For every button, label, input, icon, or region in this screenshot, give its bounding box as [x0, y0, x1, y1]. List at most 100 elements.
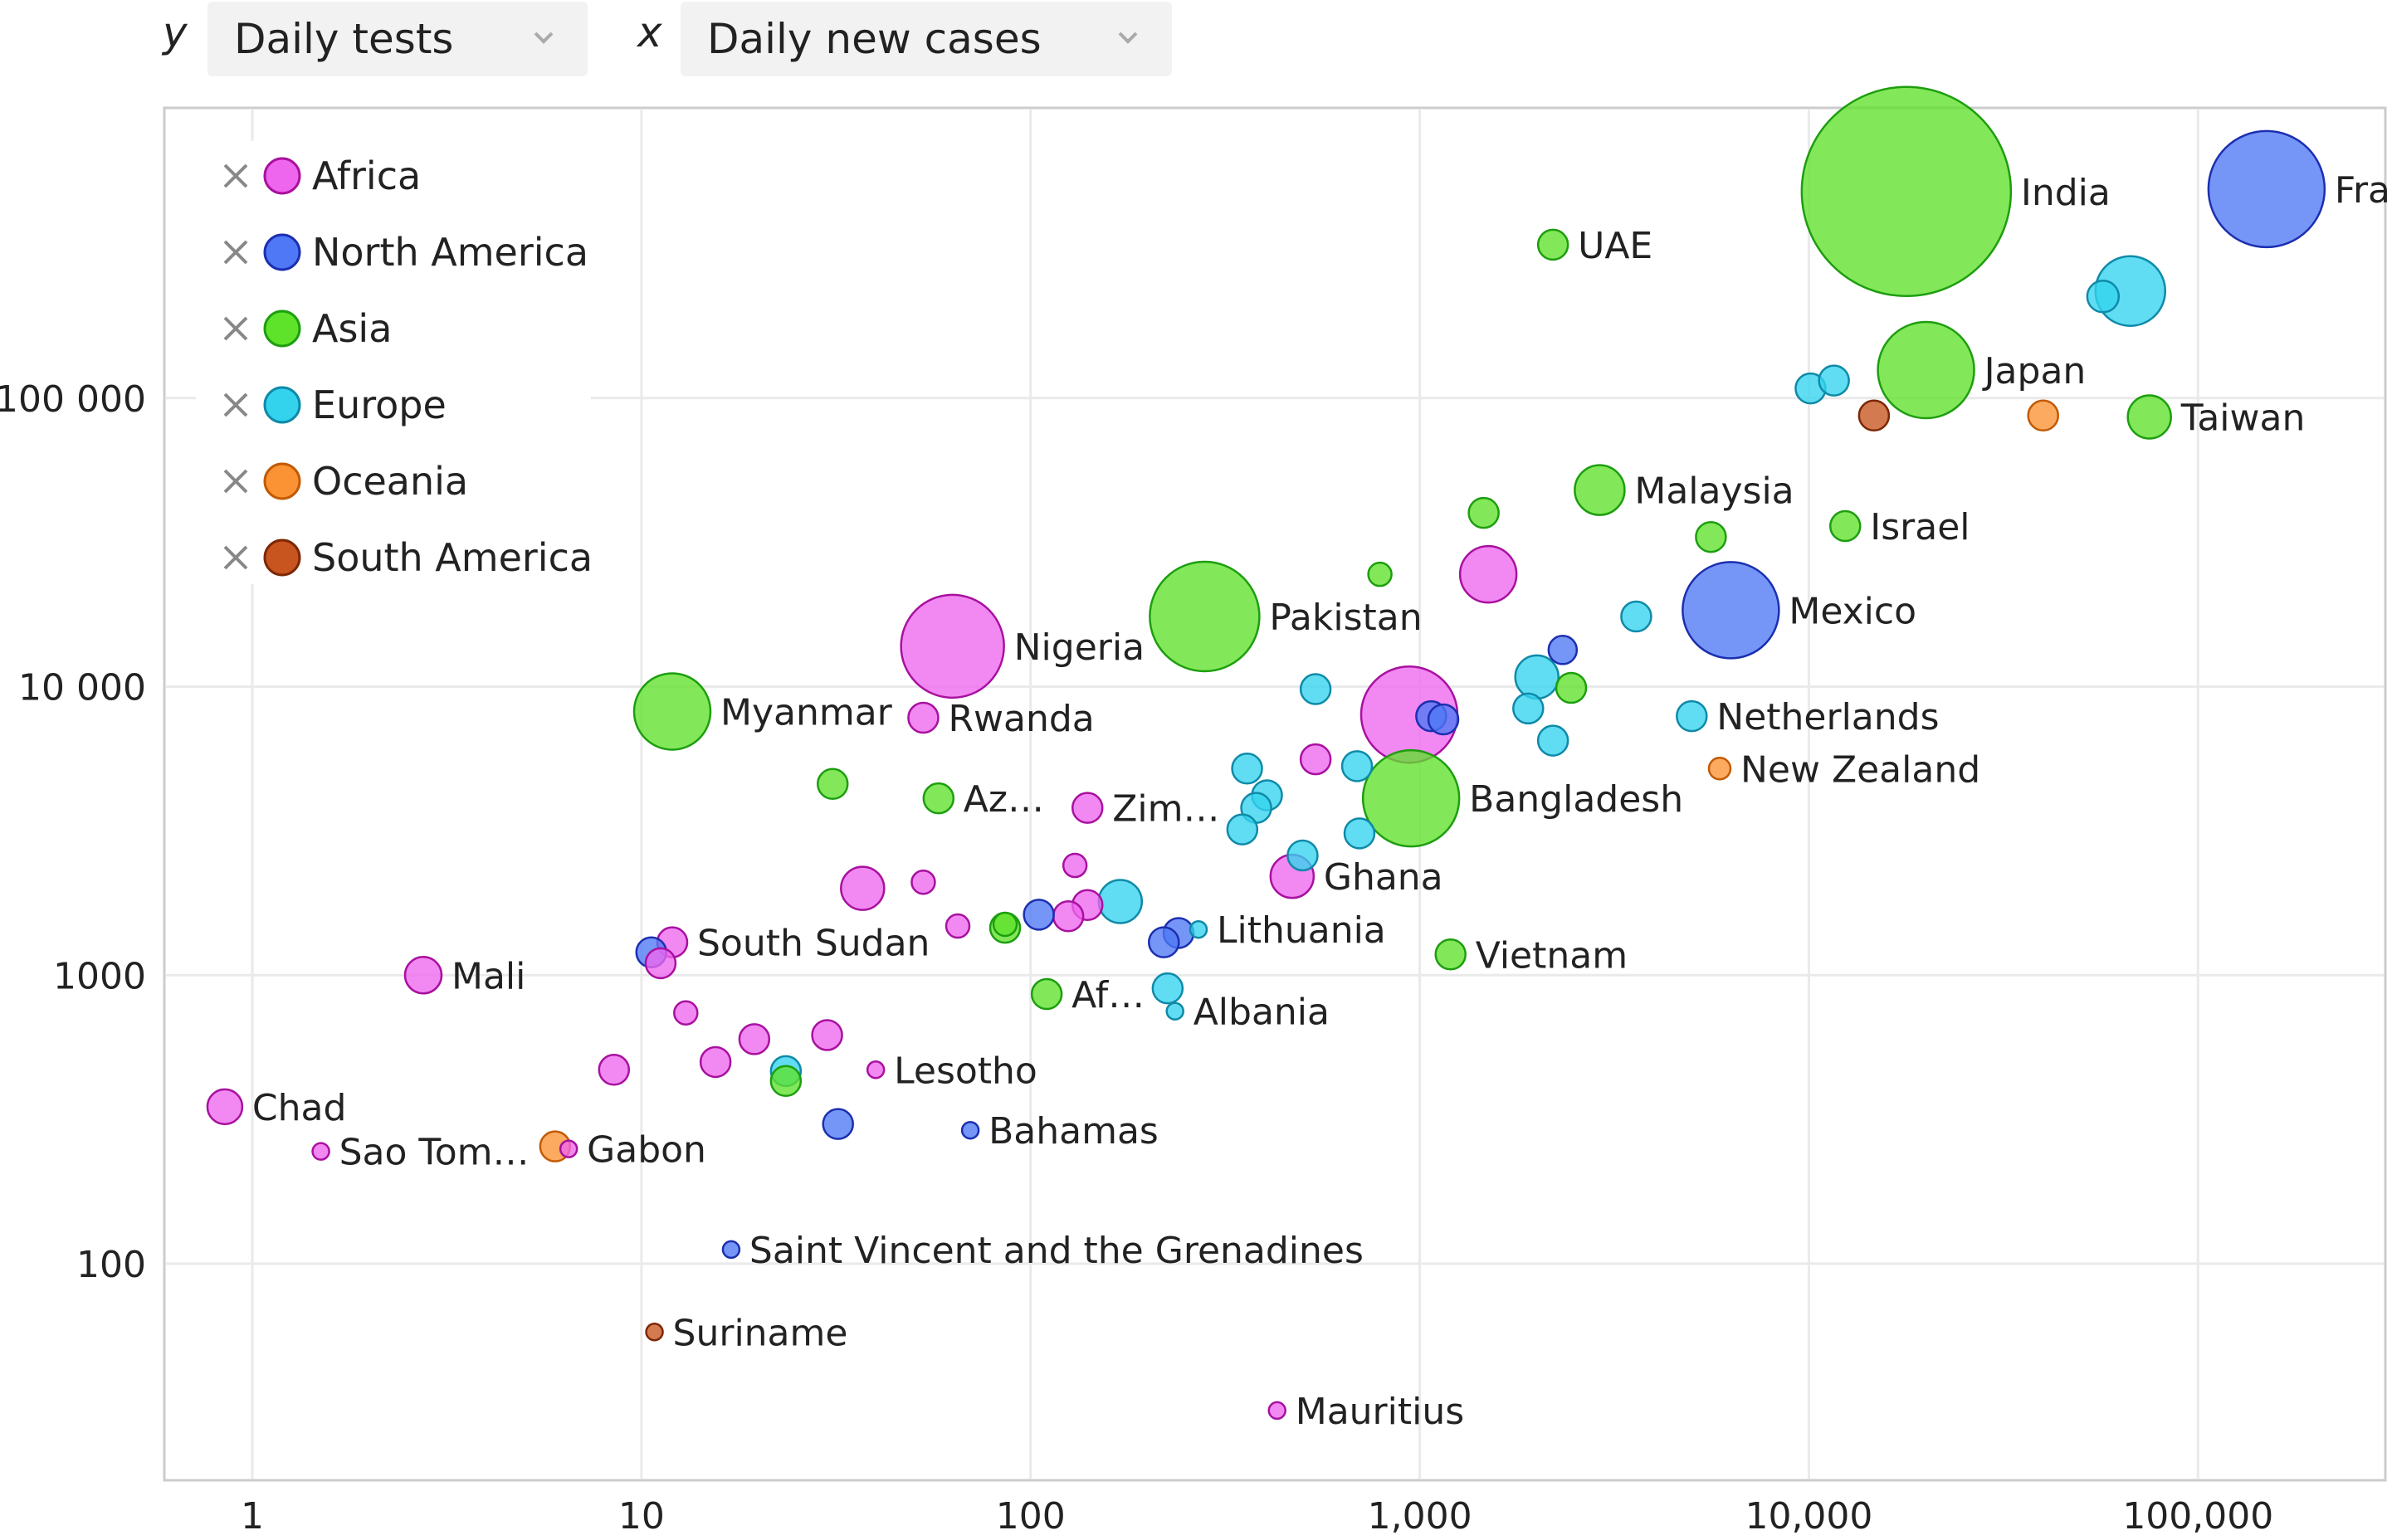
data-point[interactable] — [2086, 280, 2121, 314]
data-point[interactable] — [1514, 654, 1560, 700]
data-point[interactable] — [769, 1065, 803, 1097]
data-point[interactable] — [403, 956, 443, 995]
data-point[interactable] — [632, 672, 712, 751]
chevron-down-icon — [534, 32, 554, 44]
data-point[interactable] — [2126, 394, 2172, 440]
data-point[interactable] — [1707, 757, 1732, 781]
data-point[interactable] — [1555, 671, 1588, 704]
point-label: Albania — [1194, 992, 1330, 1034]
data-point[interactable] — [1427, 703, 1460, 736]
data-point[interactable] — [900, 593, 1005, 699]
data-point[interactable] — [992, 911, 1018, 938]
data-point[interactable] — [1267, 1401, 1286, 1421]
data-point[interactable] — [1877, 320, 1975, 420]
data-point[interactable] — [721, 1240, 741, 1260]
legend-item[interactable]: Oceania — [223, 459, 468, 504]
data-point[interactable] — [1226, 813, 1259, 846]
data-point[interactable] — [1547, 635, 1579, 665]
data-point[interactable] — [1857, 399, 1891, 432]
legend-label: South America — [312, 535, 593, 580]
data-point[interactable] — [206, 1088, 244, 1126]
point-label: Zim… — [1112, 788, 1219, 831]
data-point[interactable] — [1467, 496, 1500, 529]
data-point[interactable] — [960, 1120, 980, 1140]
data-point[interactable] — [1165, 1001, 1184, 1021]
data-point[interactable] — [910, 869, 936, 895]
data-point[interactable] — [922, 782, 955, 815]
point-label: Mexico — [1789, 590, 1916, 632]
data-point[interactable] — [699, 1045, 732, 1079]
data-point[interactable] — [1682, 561, 1780, 660]
data-point[interactable] — [1299, 743, 1332, 776]
close-icon — [223, 240, 248, 265]
data-point[interactable] — [311, 1142, 330, 1161]
data-point[interactable] — [1062, 852, 1088, 879]
data-point[interactable] — [945, 913, 971, 939]
data-point[interactable] — [1536, 228, 1569, 261]
data-point[interactable] — [1695, 520, 1727, 553]
data-point[interactable] — [1149, 560, 1261, 673]
data-point[interactable] — [2207, 129, 2326, 249]
data-point[interactable] — [1512, 692, 1545, 725]
data-point[interactable] — [1151, 972, 1184, 1005]
data-point[interactable] — [1030, 977, 1063, 1011]
data-point[interactable] — [645, 1323, 664, 1342]
data-point[interactable] — [1434, 938, 1467, 971]
data-point[interactable] — [1367, 561, 1393, 587]
point-label: Nigeria — [1014, 626, 1145, 669]
data-point[interactable] — [907, 701, 940, 734]
data-point[interactable] — [1620, 600, 1652, 633]
legend-label: Asia — [312, 306, 392, 351]
legend-item[interactable]: Europe — [223, 383, 447, 427]
x-tick-label: 10 — [618, 1495, 665, 1538]
data-point[interactable] — [840, 865, 886, 911]
data-point[interactable] — [673, 1000, 699, 1026]
data-point[interactable] — [1286, 839, 1319, 872]
data-point[interactable] — [1299, 673, 1332, 705]
data-point[interactable] — [1340, 750, 1374, 782]
data-point[interactable] — [738, 1023, 771, 1055]
y-tick-label: 100 — [76, 1244, 146, 1286]
data-point[interactable] — [1828, 509, 1862, 543]
point-label: France — [2335, 169, 2387, 212]
x-axis-ticks: 1 10 100 1,000 10,000 100,000 — [241, 1495, 2273, 1538]
y-axis-ticks: 100 1000 10 000 100 000 — [0, 378, 146, 1286]
data-point[interactable] — [1189, 919, 1208, 939]
legend-item[interactable]: Asia — [223, 306, 392, 351]
data-point[interactable] — [817, 768, 849, 801]
y-axis-dropdown[interactable]: Daily tests — [207, 2, 588, 76]
data-point[interactable] — [1536, 724, 1569, 757]
legend-item[interactable]: North America — [223, 230, 588, 275]
chart-point-labels: India France UAE Japan Taiwan Malaysia Israel P… — [252, 169, 2387, 1433]
point-label: Bahamas — [988, 1110, 1159, 1153]
data-point[interactable] — [644, 947, 677, 980]
legend-swatch — [263, 462, 301, 500]
data-point[interactable] — [811, 1019, 843, 1051]
x-tick-label: 100 — [996, 1495, 1066, 1538]
x-axis-dropdown-value: Daily new cases — [707, 15, 1042, 63]
legend-item[interactable]: Africa — [223, 154, 421, 198]
data-point[interactable] — [822, 1108, 854, 1140]
data-point[interactable] — [1818, 364, 1850, 397]
data-point[interactable] — [1023, 899, 1055, 931]
data-point[interactable] — [559, 1139, 578, 1158]
data-point[interactable] — [1458, 544, 1518, 604]
data-point[interactable] — [1676, 699, 1708, 733]
data-point[interactable] — [1231, 753, 1263, 785]
data-point[interactable] — [2027, 399, 2059, 432]
legend-label: Africa — [312, 154, 421, 198]
data-point[interactable] — [1071, 792, 1104, 824]
point-label: Japan — [1982, 350, 2087, 392]
legend-item[interactable]: South America — [223, 535, 593, 580]
point-label: Rwanda — [948, 698, 1094, 740]
data-point[interactable] — [1343, 817, 1376, 850]
data-point[interactable] — [1574, 464, 1626, 516]
x-axis-dropdown[interactable]: Daily new cases — [681, 2, 1172, 76]
data-point[interactable] — [598, 1054, 631, 1086]
data-point[interactable] — [1361, 748, 1461, 848]
data-point[interactable] — [866, 1060, 886, 1079]
data-point[interactable] — [1097, 879, 1144, 924]
data-point[interactable] — [1800, 85, 2013, 298]
data-point[interactable] — [1148, 926, 1180, 958]
data-point[interactable] — [1052, 900, 1085, 933]
